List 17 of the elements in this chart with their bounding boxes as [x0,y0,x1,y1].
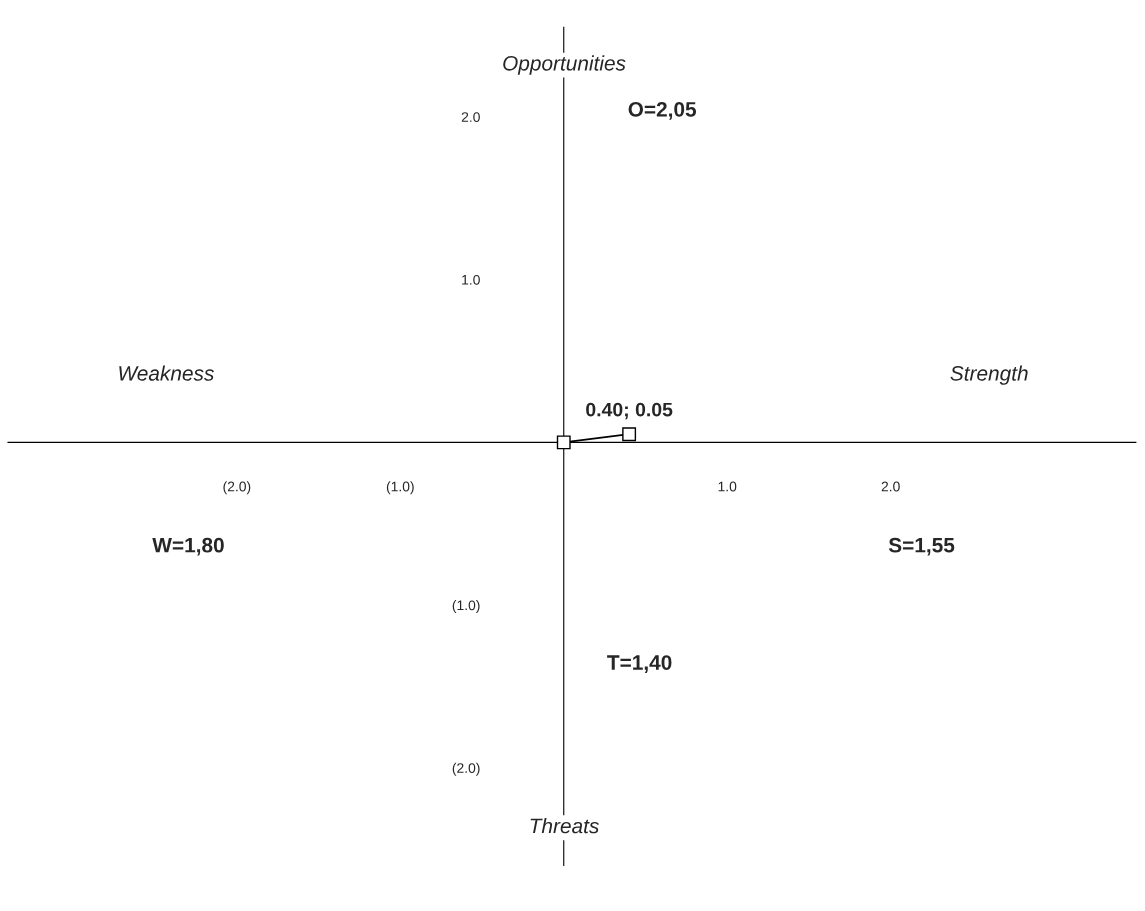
annotation: Weakness [119,365,214,381]
annotation: T=1,40 [607,655,672,673]
annotation: S=1,55 [888,537,955,556]
y-tick-label: 2.0 [461,112,480,123]
x-tick-label: (2.0) [223,481,251,495]
data-label: 0.40; 0.05 [586,402,673,420]
x-tick-label: 2.0 [881,481,900,492]
annotation: Threats [530,818,599,834]
y-tick-label: (1.0) [452,600,480,613]
annotation: Opportunities [503,55,626,75]
x-tick-label: (1.0) [386,481,414,495]
y-tick-label: (2.0) [452,762,480,776]
x-tick-label: 1.0 [718,481,737,492]
annotation: W=1,80 [152,537,224,556]
annotation: O=2,05 [628,101,697,120]
annotation: Strength [950,365,1028,385]
y-tick-label: 1.0 [462,274,480,285]
